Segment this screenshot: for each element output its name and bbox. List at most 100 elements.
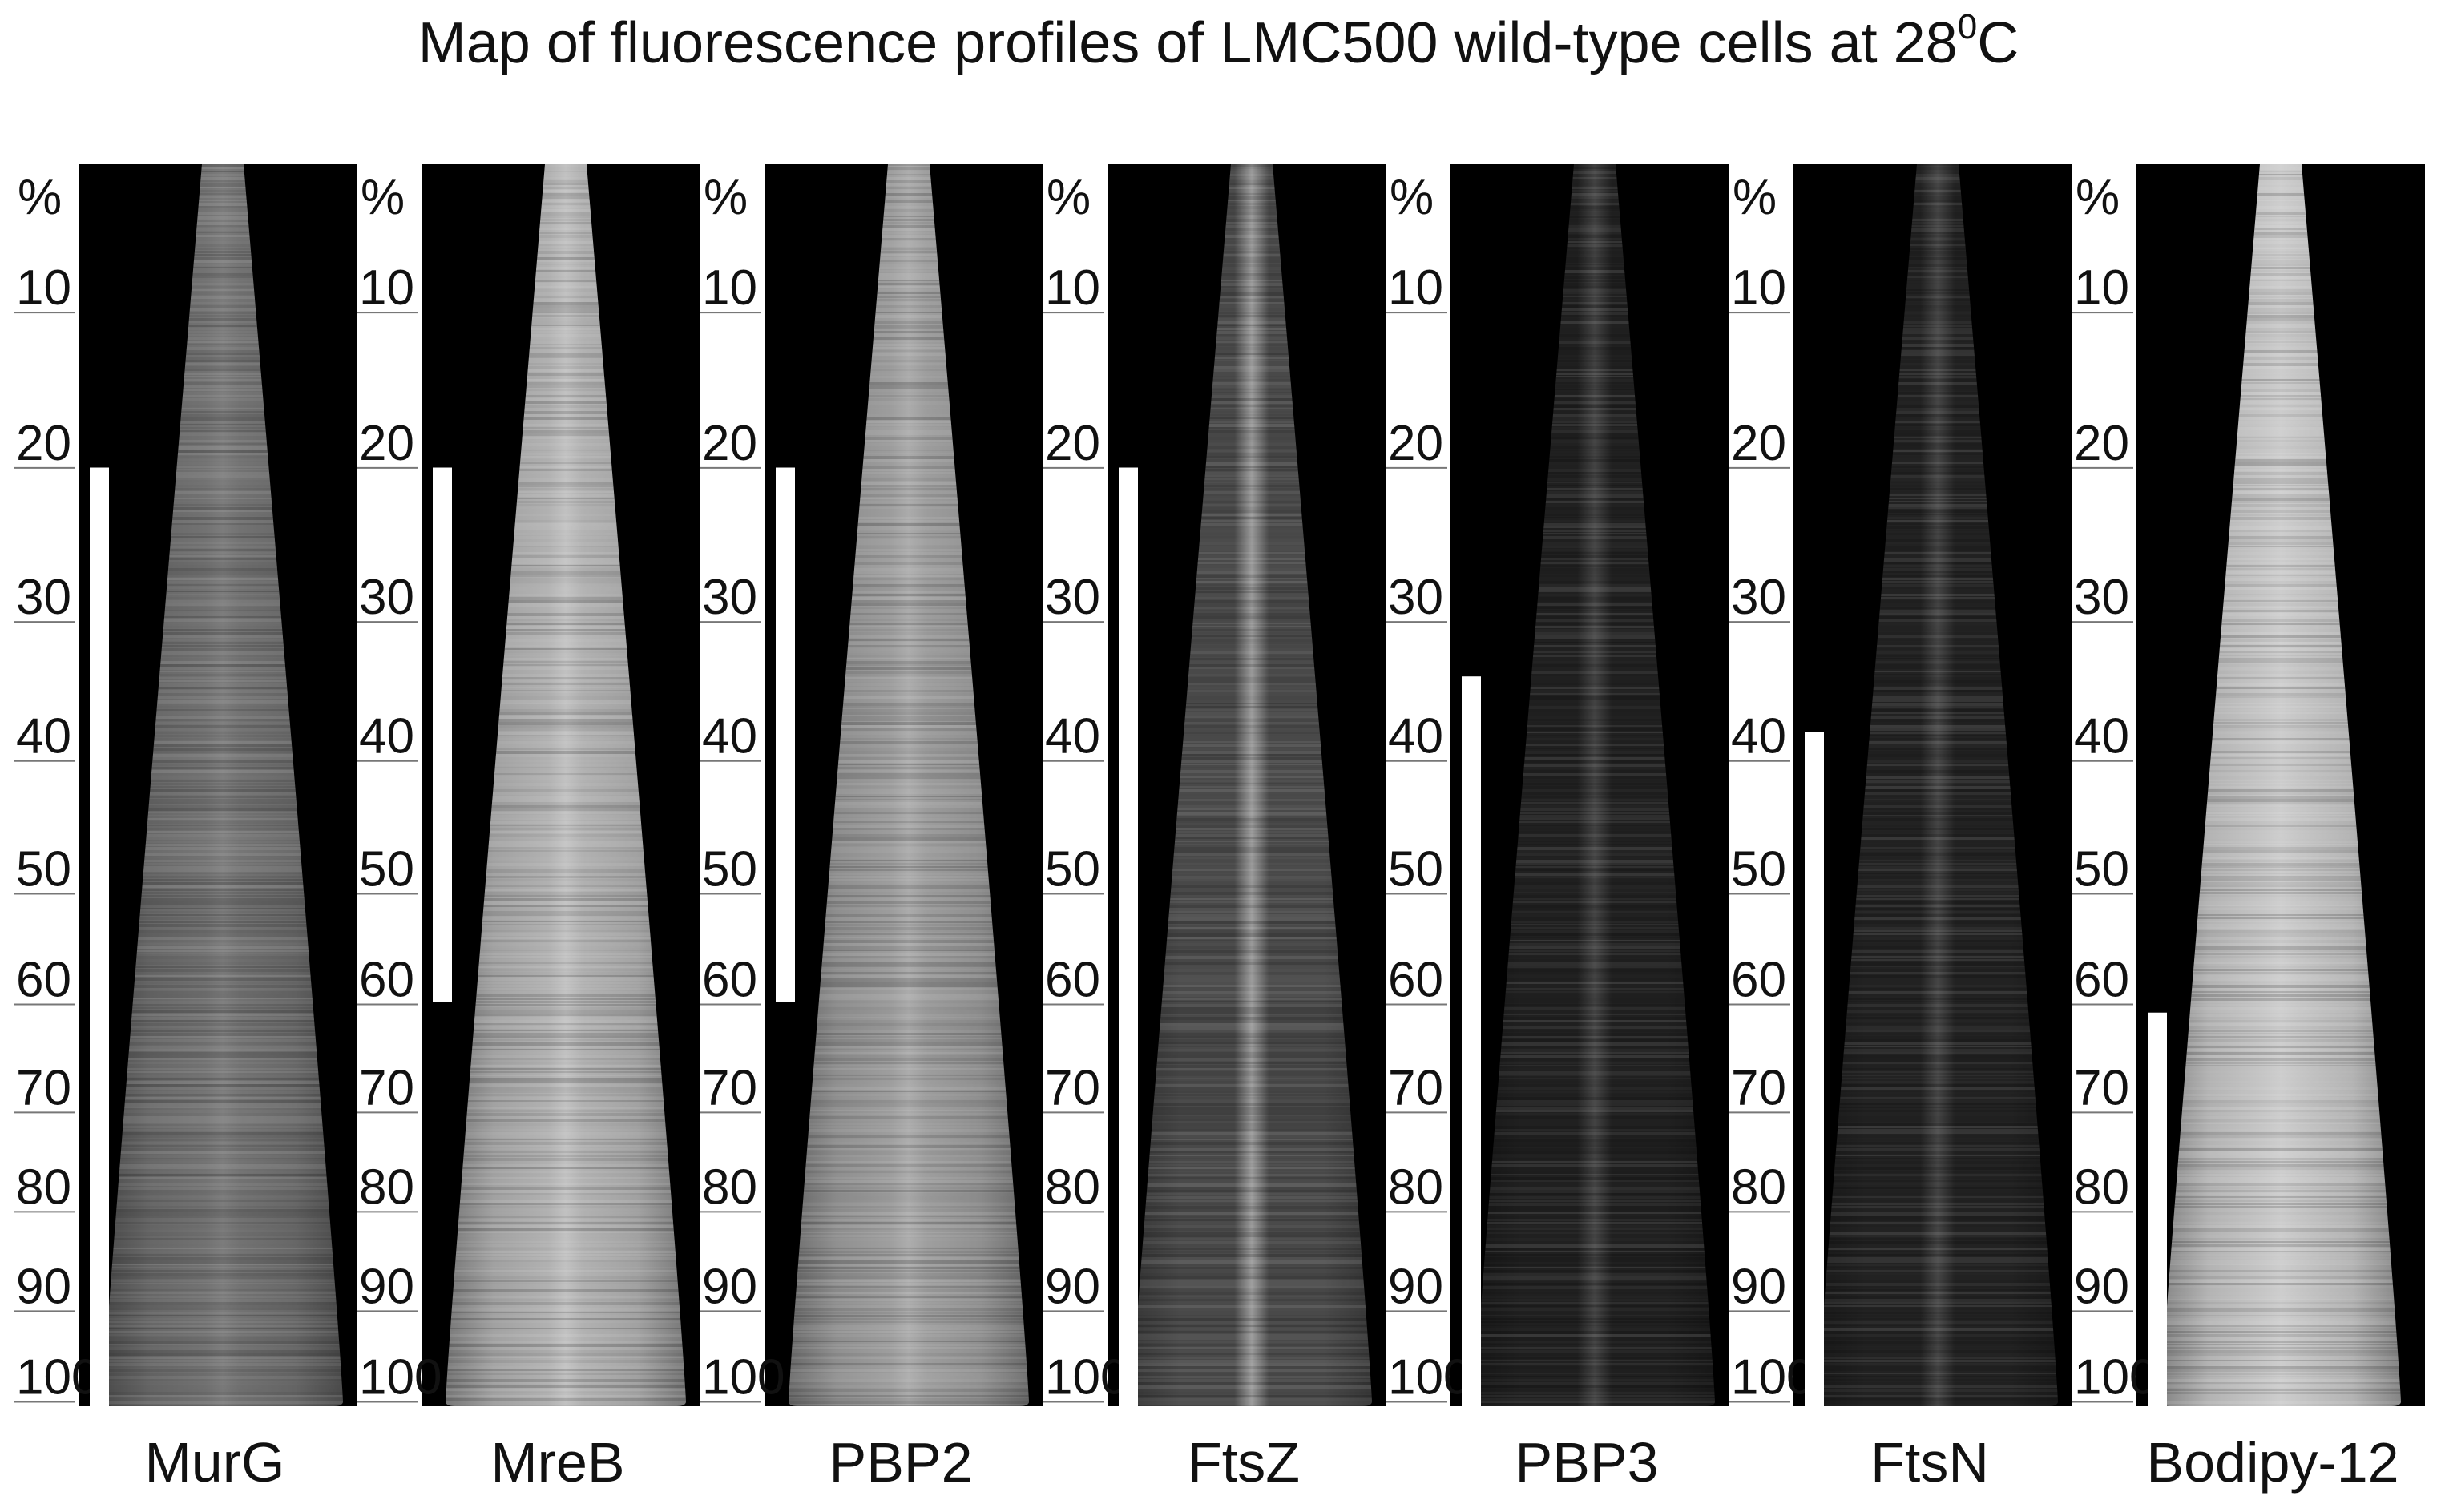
noise-stripe	[103, 783, 343, 785]
noise-stripe	[2161, 1129, 2401, 1131]
noise-stripe	[1132, 414, 1372, 416]
noise-stripe	[789, 709, 1029, 712]
noise-stripe	[1475, 296, 1715, 297]
noise-stripe	[2161, 927, 2401, 929]
noise-stripe	[446, 1398, 686, 1401]
noise-stripe	[789, 712, 1029, 715]
noise-stripe	[1818, 921, 2058, 924]
noise-stripe	[103, 363, 343, 365]
noise-stripe	[1132, 1036, 1372, 1038]
noise-stripe	[1132, 946, 1372, 949]
noise-stripe	[1475, 321, 1715, 324]
scale-tick-80: 80	[702, 1159, 757, 1215]
noise-stripe	[103, 1052, 343, 1055]
noise-stripe	[1132, 286, 1372, 288]
noise-stripe	[1475, 235, 1715, 238]
noise-stripe	[1818, 988, 2058, 990]
noise-stripe	[1132, 1216, 1372, 1218]
noise-stripe	[2161, 683, 2401, 686]
noise-stripe	[103, 866, 343, 869]
scale-tick-20: 20	[1045, 416, 1100, 471]
noise-stripe	[1132, 962, 1372, 965]
noise-stripe	[1132, 1299, 1372, 1301]
noise-stripe	[103, 1334, 343, 1336]
noise-stripe	[1475, 421, 1715, 423]
noise-stripe	[1132, 917, 1372, 921]
noise-stripe	[1475, 847, 1715, 850]
noise-stripe	[103, 879, 343, 881]
noise-stripe	[1818, 1084, 2058, 1087]
noise-stripe	[103, 446, 343, 450]
marker-bar	[1119, 467, 1138, 1406]
noise-stripe	[1818, 1341, 2058, 1344]
noise-stripe	[103, 373, 343, 375]
noise-stripe	[1475, 808, 1715, 811]
noise-stripe	[2161, 1007, 2401, 1010]
noise-stripe	[103, 305, 343, 308]
noise-stripe	[789, 248, 1029, 250]
noise-stripe	[446, 366, 686, 369]
noise-stripe	[1818, 347, 2058, 349]
noise-stripe	[446, 719, 686, 722]
noise-stripe	[103, 1068, 343, 1070]
noise-stripe	[422, 1161, 710, 1163]
noise-stripe	[789, 472, 1029, 474]
noise-stripe	[422, 1315, 710, 1318]
noise-stripe	[1132, 520, 1372, 522]
noise-stripe	[446, 1379, 686, 1382]
noise-stripe	[103, 1341, 343, 1344]
noise-stripe	[103, 930, 343, 933]
noise-stripe	[1475, 735, 1715, 736]
noise-stripe	[1475, 1334, 1715, 1337]
noise-stripe	[789, 876, 1029, 878]
noise-stripe	[103, 219, 343, 220]
noise-stripe	[2161, 530, 2401, 532]
noise-stripe	[1475, 353, 1715, 355]
noise-stripe	[1475, 725, 1715, 727]
noise-stripe	[2161, 433, 2401, 436]
noise-stripe	[1793, 1183, 2082, 1185]
noise-stripe	[2161, 1350, 2401, 1353]
noise-stripe	[1475, 530, 1715, 532]
noise-stripe	[103, 385, 343, 388]
noise-stripe	[2161, 825, 2401, 827]
noise-stripe	[789, 728, 1029, 731]
noise-stripe	[789, 485, 1029, 487]
noise-stripe	[446, 1385, 686, 1388]
noise-stripe	[2161, 1116, 2401, 1119]
noise-stripe	[1132, 950, 1372, 953]
noise-stripe	[446, 1142, 686, 1145]
scale-tick-60: 60	[1731, 953, 1786, 1008]
noise-stripe	[789, 395, 1029, 397]
noise-stripe	[1475, 482, 1715, 483]
scale-tick-60: 60	[1045, 953, 1100, 1008]
noise-stripe	[1818, 853, 2058, 856]
noise-stripe	[1818, 546, 2058, 549]
noise-stripe	[2161, 725, 2401, 728]
noise-stripe	[1132, 456, 1372, 458]
scale-tick-30: 30	[359, 570, 414, 625]
noise-stripe	[1132, 446, 1372, 449]
noise-stripe	[2161, 312, 2401, 314]
noise-stripe	[789, 584, 1029, 587]
noise-stripe	[79, 1382, 367, 1384]
noise-stripe	[1818, 174, 2058, 177]
noise-stripe	[789, 1260, 1029, 1264]
noise-stripe	[103, 1216, 343, 1218]
noise-stripe	[1132, 488, 1372, 490]
noise-stripe	[2161, 542, 2401, 545]
noise-stripe	[765, 1360, 1053, 1362]
noise-stripe	[1475, 796, 1715, 798]
noise-stripe	[2136, 1212, 2425, 1215]
noise-stripe	[103, 956, 343, 959]
noise-stripe	[1818, 385, 2058, 389]
noise-stripe	[103, 1260, 343, 1264]
noise-stripe	[789, 337, 1029, 340]
noise-stripe	[446, 424, 686, 426]
noise-stripe	[79, 1155, 367, 1158]
noise-stripe	[103, 616, 343, 618]
noise-stripe	[103, 171, 343, 172]
noise-stripe	[446, 776, 686, 780]
noise-stripe	[1132, 1155, 1372, 1156]
noise-stripe	[1475, 1376, 1715, 1377]
